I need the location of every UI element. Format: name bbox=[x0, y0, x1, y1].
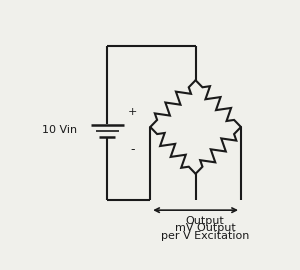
Text: -: - bbox=[130, 143, 135, 156]
Text: 10 Vin: 10 Vin bbox=[42, 125, 77, 135]
Text: per V Excitation: per V Excitation bbox=[161, 231, 249, 241]
Text: Output: Output bbox=[185, 215, 224, 225]
Text: +: + bbox=[128, 107, 137, 117]
Text: mV Output: mV Output bbox=[175, 223, 235, 233]
